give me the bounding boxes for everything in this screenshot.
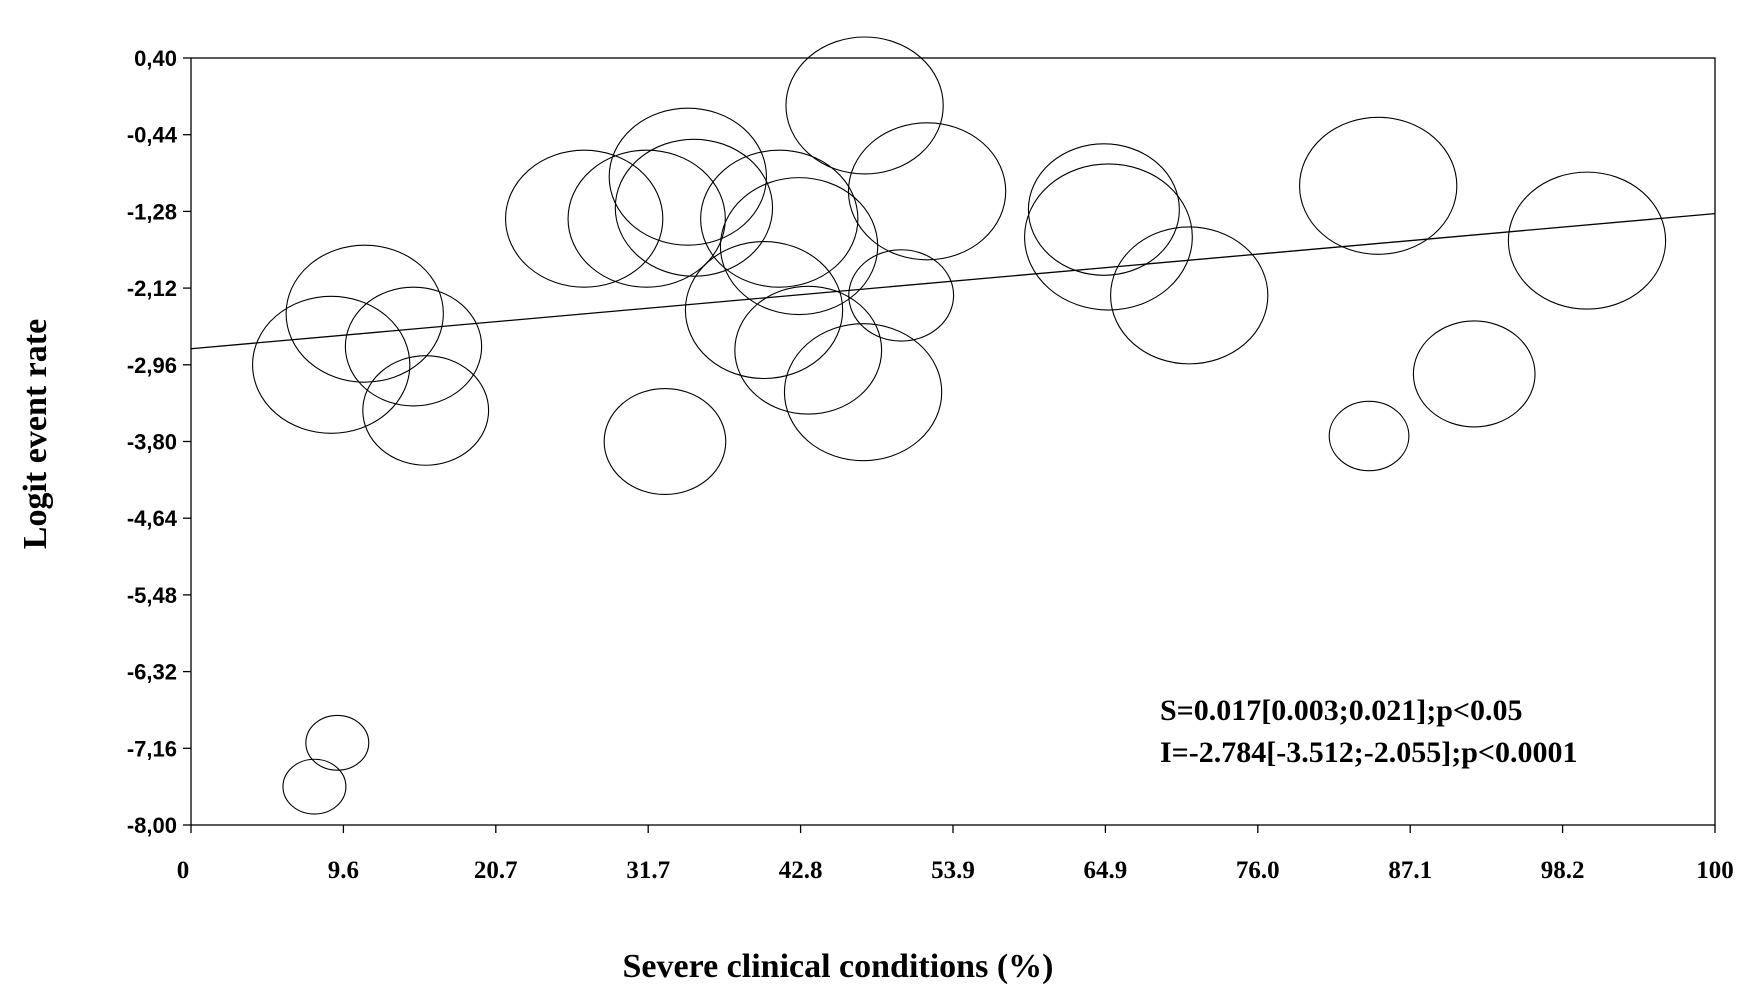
data-bubble	[285, 244, 444, 383]
x-tick-label: 31.7	[626, 857, 670, 884]
intercept-annotation: I=-2.784[-3.512;-2.055];p<0.0001	[1160, 736, 1577, 769]
data-bubble	[1412, 320, 1536, 428]
y-tick-label: 0,40	[134, 46, 177, 71]
x-tick-label: 20.7	[474, 857, 518, 884]
x-tick-label: 87.1	[1388, 857, 1432, 884]
data-bubble	[603, 387, 727, 496]
x-tick-label: 64.9	[1084, 857, 1128, 884]
y-tick-label: -5,48	[127, 583, 177, 608]
y-axis-title: Logit event rate	[17, 319, 54, 549]
data-bubble	[848, 249, 955, 342]
data-bubble	[1024, 163, 1193, 311]
data-bubble	[1110, 226, 1269, 365]
x-tick-label: 98.2	[1541, 857, 1585, 884]
y-tick-label: -2,12	[127, 276, 177, 301]
x-tick-label: 0	[177, 857, 190, 884]
data-bubble	[362, 355, 490, 466]
x-tick-label: 100	[1696, 857, 1734, 884]
x-tick-label: 53.9	[931, 857, 975, 884]
x-tick-label: 9.6	[328, 857, 359, 884]
data-bubble	[785, 36, 944, 175]
data-bubble	[305, 714, 370, 771]
data-bubble	[783, 323, 943, 462]
x-tick-label: 42.8	[779, 857, 823, 884]
y-tick-label: -8,00	[127, 813, 177, 838]
y-tick-label: -1,28	[127, 199, 177, 224]
data-bubble	[505, 149, 664, 288]
data-bubble	[700, 149, 859, 288]
y-axis: 0,40 -0,44 -1,28 -2,12 -2,96 -3,80 -4,64 -5,48 -…	[127, 46, 191, 838]
data-bubble	[1507, 171, 1667, 310]
y-tick-label: -2,96	[127, 353, 177, 378]
data-bubble	[344, 286, 483, 407]
data-bubble	[614, 138, 774, 277]
data-bubble	[719, 177, 879, 316]
slope-annotation: S=0.017[0.003;0.021];p<0.05	[1160, 694, 1523, 727]
data-bubble	[847, 122, 1007, 261]
data-bubble	[684, 240, 844, 380]
data-bubble	[608, 107, 768, 246]
x-axis-title: Severe clinical conditions (%)	[623, 948, 1054, 985]
data-bubble	[1299, 116, 1458, 255]
x-tick-label: 76.0	[1236, 857, 1280, 884]
data-bubble	[252, 295, 411, 434]
data-bubble	[567, 149, 726, 288]
data-bubble	[734, 285, 883, 415]
y-tick-label: -6,32	[127, 660, 177, 685]
y-tick-label: -4,64	[127, 506, 178, 531]
x-axis: 0 9.6 20.7 31.7 42.8 53.9 64.9 76.0 87.1 98.2 100	[177, 825, 1734, 884]
regression-line	[190, 212, 1716, 350]
data-bubble	[1027, 143, 1180, 276]
data-bubble	[1328, 400, 1410, 472]
bubbles	[252, 36, 1667, 815]
y-tick-label: -3,80	[127, 430, 177, 455]
y-tick-label: -7,16	[127, 736, 177, 761]
data-bubble	[282, 758, 347, 815]
y-tick-label: -0,44	[127, 123, 178, 148]
